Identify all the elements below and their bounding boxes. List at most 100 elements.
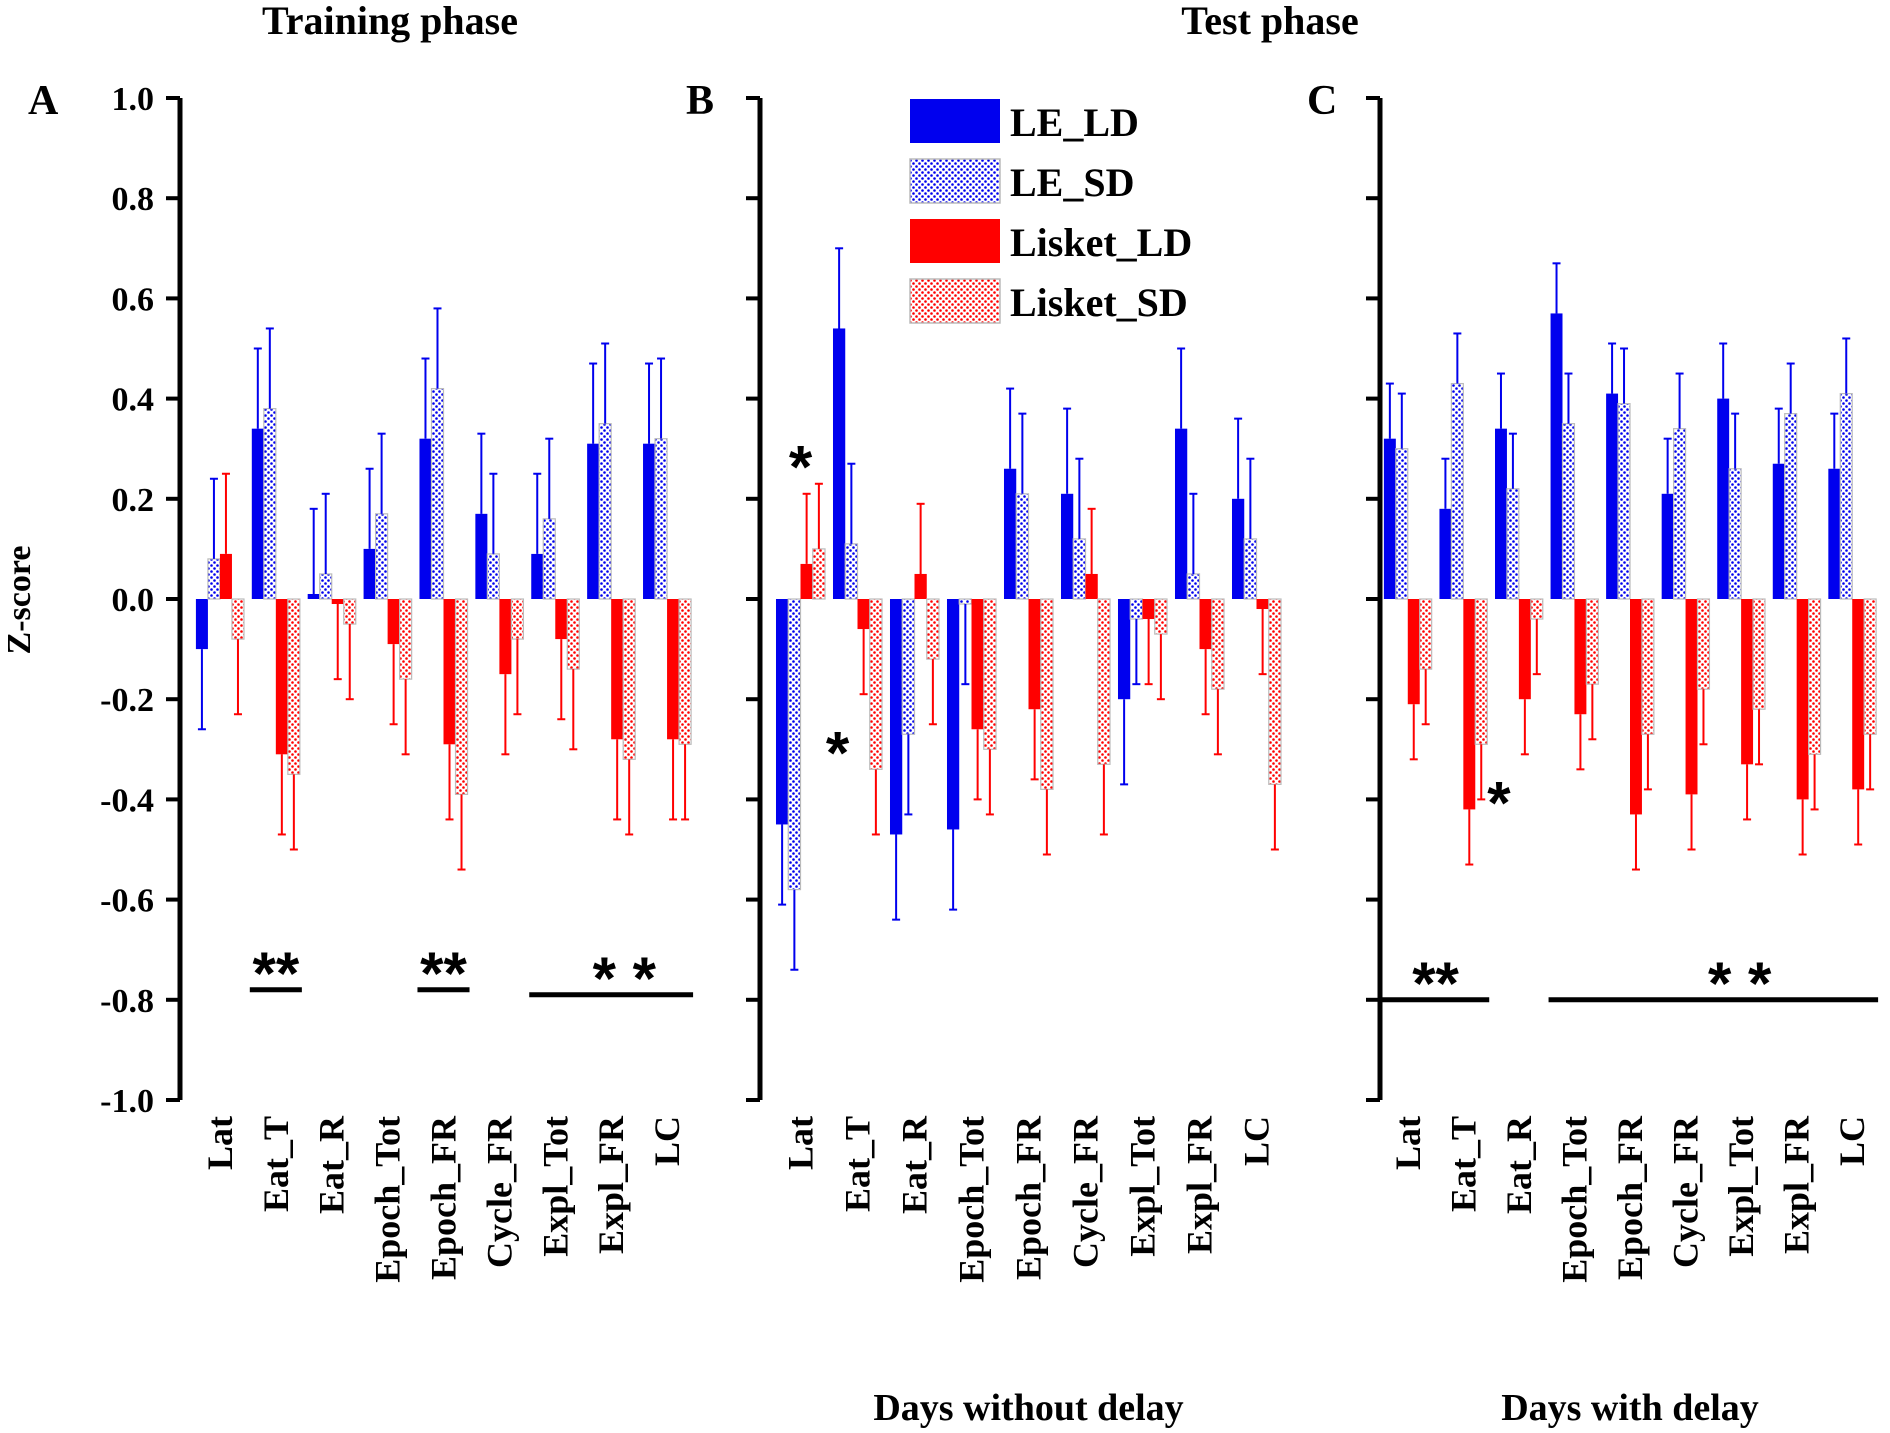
legend-label-le-ld: LE_LD bbox=[1010, 100, 1139, 145]
bar-b-le-ld-epoch-fr bbox=[1003, 468, 1017, 599]
title-training-phase: Training phase bbox=[262, 0, 518, 43]
x-axis-label-b: Days without delay bbox=[873, 1387, 1183, 1429]
y-tick-label: 1.0 bbox=[112, 81, 155, 118]
bar-a-lisket-sd-cycle-fr bbox=[510, 598, 525, 640]
bar-c-lisket-sd-eat-t bbox=[1474, 598, 1488, 745]
bar-b-le-ld-expl-fr bbox=[1174, 428, 1188, 599]
legend-label-lisket-ld: Lisket_LD bbox=[1010, 220, 1192, 265]
bar-a-lisket-ld-lat bbox=[219, 553, 232, 599]
bar-c-lisket-ld-eat-r bbox=[1518, 599, 1531, 700]
bar-b-le-sd-epoch-tot bbox=[958, 598, 973, 605]
bar-a-le-ld-expl-tot bbox=[531, 553, 544, 599]
y-axis-label: Z-score bbox=[1, 546, 38, 655]
x-tick-label: Eat_R bbox=[895, 1115, 935, 1214]
x-tick-label: Expl_FR bbox=[1180, 1115, 1220, 1254]
bar-a-le-ld-lc bbox=[643, 443, 656, 599]
panel-b: Lat Eat_T Eat_R Epoch_Tot Epoch_FR Cycle_FR Ex… bbox=[746, 96, 1282, 1429]
bar-b-lisket-ld-expl-fr bbox=[1199, 599, 1212, 650]
panel-letter-c: C bbox=[1307, 78, 1337, 124]
bar-b-lisket-ld-lat bbox=[800, 563, 813, 599]
bar-b-lisket-sd-expl-fr bbox=[1211, 598, 1225, 690]
bar-c-le-ld-expl-fr bbox=[1772, 463, 1785, 599]
bar-c-le-sd-expl-tot bbox=[1728, 468, 1742, 600]
bar-a-le-ld-lat bbox=[195, 599, 208, 650]
panel-letter-b: B bbox=[686, 78, 714, 124]
bar-a-lisket-ld-expl-tot bbox=[555, 599, 568, 640]
significance-star: * * bbox=[593, 945, 657, 1012]
x-tick-label: Lat bbox=[200, 1116, 240, 1170]
x-tick-label: Cycle_FR bbox=[479, 1115, 519, 1268]
bar-c-lisket-sd-eat-r bbox=[1530, 598, 1544, 620]
bar-c-le-ld-cycle-fr bbox=[1661, 493, 1674, 599]
bar-c-le-sd-expl-fr bbox=[1784, 413, 1798, 600]
panel-a: 1.0 0.8 0.6 0.4 0.2 0.0 -0.2 -0.4 -0.6 -0.8 -1.0 La… bbox=[100, 81, 694, 1283]
x-tick-label: Epoch_Tot bbox=[368, 1116, 408, 1283]
legend-swatch-lisket-ld bbox=[910, 219, 1000, 263]
bar-c-lisket-sd-lc bbox=[1863, 598, 1877, 735]
significance-star: * * bbox=[1708, 950, 1772, 1017]
x-tick-label: Lat bbox=[781, 1116, 821, 1170]
bar-b-le-sd-cycle-fr bbox=[1072, 538, 1087, 600]
bar-a-lisket-sd-epoch-fr bbox=[454, 598, 469, 795]
x-tick-label: Eat_T bbox=[256, 1116, 296, 1212]
bar-a-lisket-ld-eat-t bbox=[275, 599, 288, 755]
bar-c-le-ld-eat-r bbox=[1495, 428, 1507, 599]
bar-b-lisket-ld-epoch-tot bbox=[971, 599, 984, 730]
bar-b-lisket-ld-epoch-fr bbox=[1028, 599, 1041, 710]
x-tick-label: Cycle_FR bbox=[1066, 1115, 1106, 1268]
bar-a-lisket-ld-epoch-fr bbox=[443, 599, 456, 745]
x-tick-label: Expl_Tot bbox=[1721, 1116, 1761, 1257]
bar-c-lisket-ld-eat-t bbox=[1463, 599, 1476, 810]
bar-b-lisket-sd-cycle-fr bbox=[1097, 598, 1111, 765]
x-tick-label: Expl_Tot bbox=[535, 1116, 575, 1257]
significance-star: ** bbox=[1412, 950, 1459, 1017]
y-tick-label: -1.0 bbox=[100, 1083, 154, 1120]
bar-c-lisket-sd-epoch-tot bbox=[1585, 598, 1599, 685]
bar-b-le-ld-epoch-tot bbox=[946, 599, 960, 830]
legend-label-lisket-sd: Lisket_SD bbox=[1010, 280, 1188, 325]
bar-c-lisket-ld-epoch-fr bbox=[1630, 599, 1642, 815]
bar-b-le-sd-expl-fr bbox=[1186, 573, 1201, 600]
bar-b-le-ld-lat bbox=[775, 599, 789, 825]
x-tick-label: LC bbox=[1237, 1116, 1277, 1166]
legend-swatch-le-sd bbox=[909, 158, 1001, 204]
title-test-phase: Test phase bbox=[1181, 0, 1358, 43]
bar-c-le-sd-cycle-fr bbox=[1673, 428, 1687, 600]
bar-b-le-ld-cycle-fr bbox=[1060, 493, 1074, 599]
x-tick-label: Eat_T bbox=[1443, 1116, 1483, 1212]
bar-c-lisket-ld-expl-fr bbox=[1796, 599, 1809, 800]
bar-a-le-sd-cycle-fr bbox=[486, 553, 500, 600]
bar-c-lisket-ld-epoch-tot bbox=[1574, 599, 1587, 715]
bar-c-lisket-sd-cycle-fr bbox=[1696, 598, 1711, 690]
legend: LE_LD LE_SD Lisket_LD Lisket_SD bbox=[909, 99, 1192, 325]
bar-a-lisket-ld-lc bbox=[667, 599, 680, 740]
bar-c-le-ld-epoch-fr bbox=[1606, 393, 1619, 599]
bar-b-lisket-sd-eat-t bbox=[869, 598, 883, 770]
bar-c-lisket-ld-lat bbox=[1407, 599, 1420, 705]
bar-b-le-ld-expl-tot bbox=[1117, 599, 1131, 700]
bar-b-le-sd-eat-r bbox=[901, 598, 916, 735]
significance-star: ** bbox=[420, 940, 467, 1007]
x-tick-label: Expl_FR bbox=[1777, 1115, 1817, 1254]
bar-a-le-sd-eat-r bbox=[319, 573, 333, 600]
legend-label-le-sd: LE_SD bbox=[1010, 160, 1135, 205]
bar-c-le-ld-epoch-tot bbox=[1550, 313, 1563, 599]
bar-b-le-sd-epoch-fr bbox=[1015, 493, 1030, 600]
bar-a-le-ld-eat-r bbox=[307, 593, 320, 599]
bar-b-lisket-sd-epoch-tot bbox=[983, 598, 997, 750]
bar-c-lisket-sd-expl-fr bbox=[1808, 598, 1822, 755]
bar-a-le-sd-epoch-tot bbox=[374, 513, 389, 600]
y-tick-label: -0.2 bbox=[100, 682, 154, 719]
y-tick-label: 0.2 bbox=[112, 482, 155, 519]
bar-a-le-ld-epoch-tot bbox=[363, 548, 376, 599]
y-tick-label: 0.4 bbox=[112, 382, 155, 419]
bar-c-lisket-sd-epoch-fr bbox=[1641, 598, 1655, 735]
bar-c-lisket-sd-lat bbox=[1419, 598, 1433, 670]
x-tick-label: Eat_R bbox=[1499, 1115, 1539, 1214]
bar-b-le-ld-eat-r bbox=[889, 599, 903, 835]
bar-a-le-sd-epoch-fr bbox=[430, 387, 445, 600]
bar-a-le-ld-cycle-fr bbox=[475, 513, 488, 599]
bar-b-le-sd-eat-t bbox=[844, 543, 859, 600]
y-tick-label: -0.6 bbox=[100, 883, 154, 920]
